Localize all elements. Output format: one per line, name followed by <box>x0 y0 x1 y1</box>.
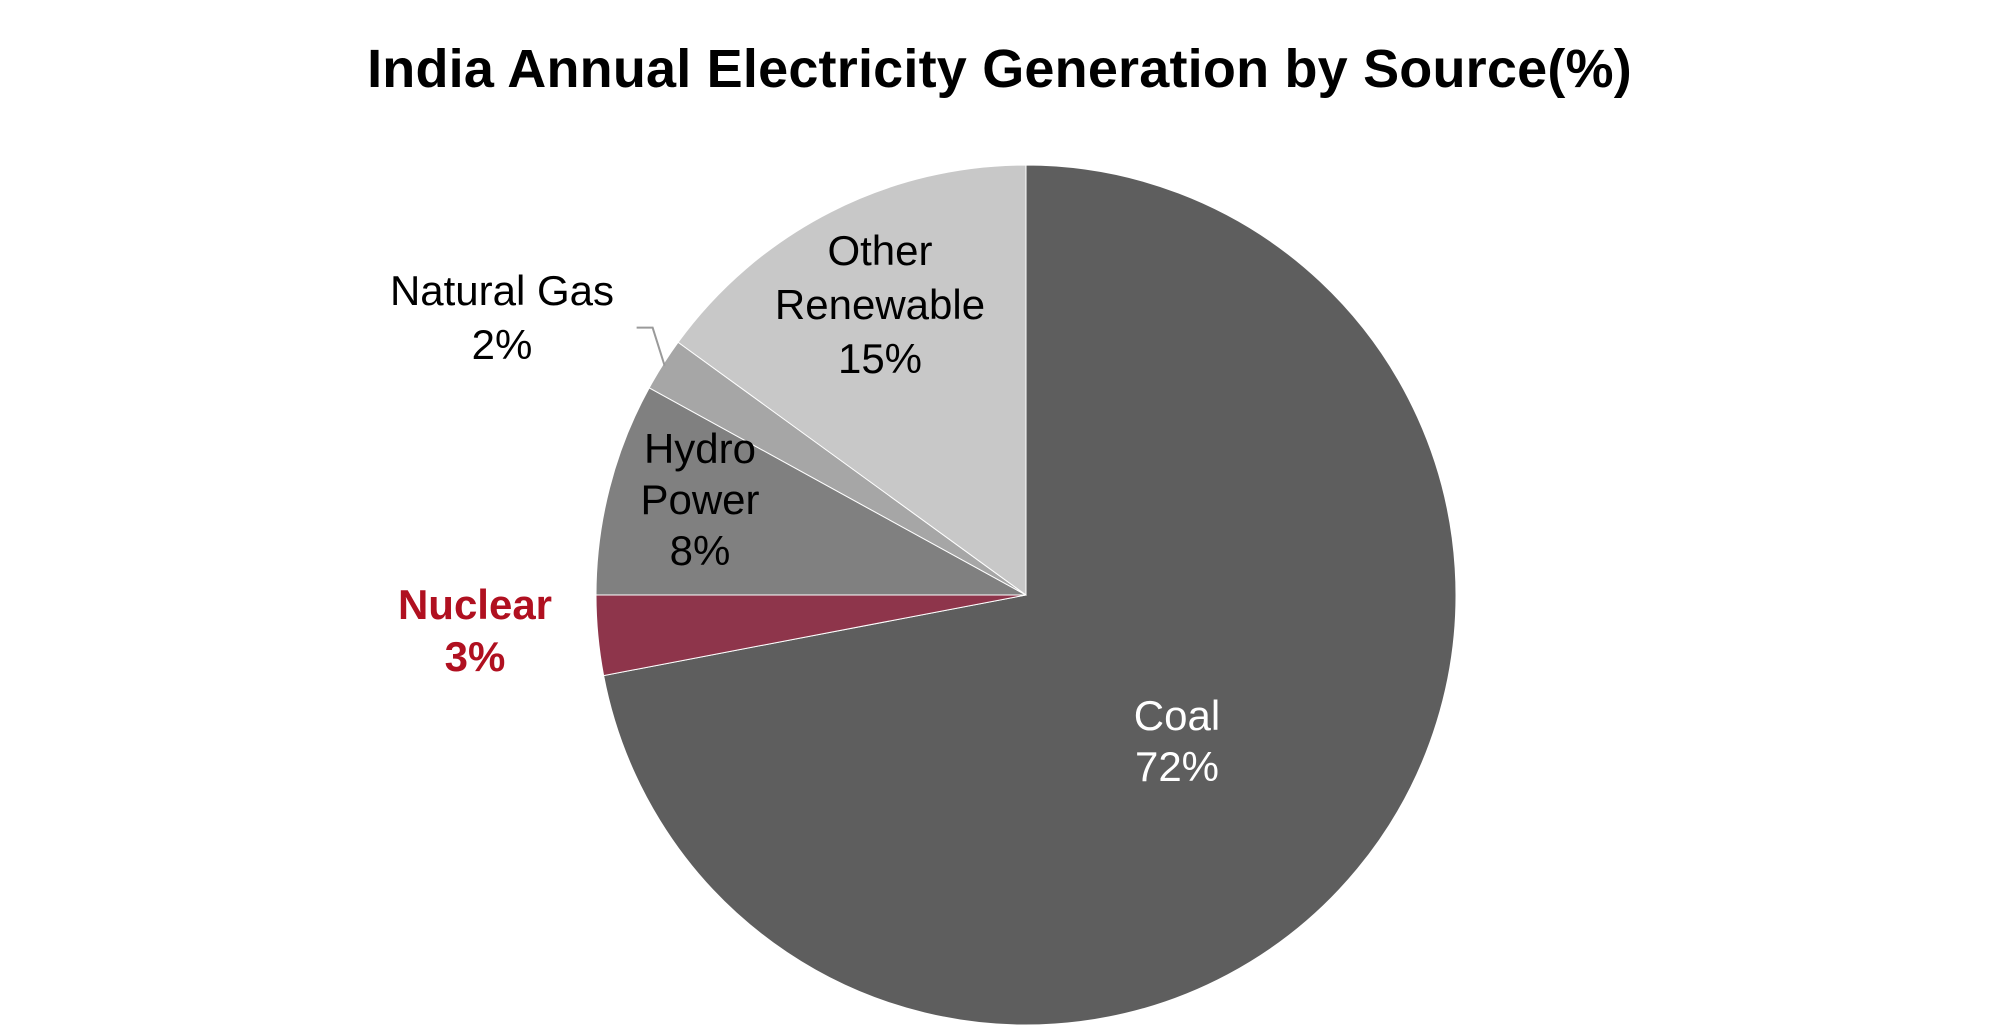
slice-label-coal: Coal 72% <box>1134 692 1220 790</box>
slice-value-label: 3% <box>445 633 506 680</box>
slice-name-label: Coal <box>1134 692 1220 739</box>
slice-value-label: 8% <box>670 527 731 574</box>
leader-lines <box>636 326 666 366</box>
pie-slice-hydro-power <box>595 387 1027 596</box>
slice-name-label: Natural Gas <box>390 267 614 314</box>
leader-line-natural-gas <box>636 326 666 366</box>
slice-label-nuclear: Nuclear 3% <box>398 581 552 680</box>
slice-label-other-renewable: Other Renewable 15% <box>775 227 985 382</box>
pie-slices <box>595 164 1457 1026</box>
pie-slice-other-renewable <box>677 164 1027 596</box>
slice-name-label: Nuclear <box>398 581 552 628</box>
slice-label-natural-gas: Natural Gas 2% <box>390 267 614 368</box>
slice-value-label: 2% <box>472 321 533 368</box>
slice-value-label: 15% <box>838 335 922 382</box>
slice-label-hydro-power: Hydro Power 8% <box>640 425 759 574</box>
slice-name-label: Renewable <box>775 281 985 328</box>
slice-name-label: Power <box>640 476 759 523</box>
slice-value-label: 72% <box>1135 743 1219 790</box>
chart-title: India Annual Electricity Generation by S… <box>367 39 1632 99</box>
slice-name-label: Hydro <box>644 425 756 472</box>
slice-name-label: Other <box>827 227 932 274</box>
pie-slice-coal <box>603 164 1457 1026</box>
slice-labels: Coal 72% Nuclear 3% Hydro Power 8% Natural Gas 2… <box>390 227 1220 790</box>
